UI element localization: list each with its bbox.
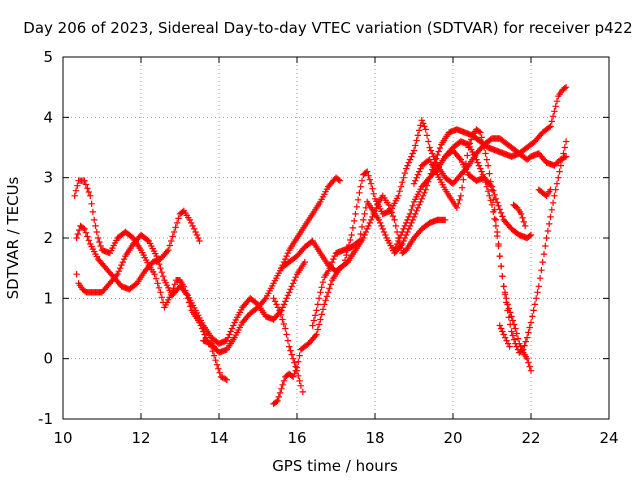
- axis-ticks: [62, 56, 610, 420]
- data-marks: [71, 84, 570, 408]
- series-sat-n: [535, 186, 554, 199]
- x-tick-label: 20: [443, 429, 462, 447]
- y-tick-label: 5: [43, 48, 53, 66]
- y-tick-label: 3: [43, 169, 53, 187]
- plus-marker-path: [73, 207, 203, 293]
- series-sat-f: [270, 192, 449, 408]
- series-sat-a: [71, 177, 230, 383]
- plus-marker-path: [496, 322, 513, 350]
- x-tick-label: 10: [53, 429, 72, 447]
- series-sat-g: [309, 84, 570, 329]
- x-tick-label: 24: [599, 429, 618, 447]
- plus-marker-path: [442, 147, 535, 242]
- x-tick-label: 14: [209, 429, 228, 447]
- x-tick-label: 18: [365, 429, 384, 447]
- y-tick-label: -1: [38, 410, 53, 428]
- series-sat-c: [73, 207, 203, 293]
- y-axis-label: SDTVAR / TECUs: [4, 176, 22, 299]
- plus-marker-path: [309, 84, 570, 329]
- plus-marker-path: [510, 201, 529, 230]
- y-tick-label: 2: [43, 229, 53, 247]
- y-tick-label: 4: [43, 108, 53, 126]
- series-sat-k: [442, 147, 535, 242]
- series-sat-l: [496, 322, 513, 350]
- plus-marker-path: [71, 177, 230, 383]
- x-tick-label: 16: [287, 429, 306, 447]
- series-sat-e: [270, 295, 306, 396]
- y-tick-label: 0: [43, 350, 53, 368]
- x-axis-label: GPS time / hours: [272, 457, 398, 475]
- chart-title: Day 206 of 2023, Sidereal Day-to-day VTE…: [23, 19, 632, 37]
- plus-marker-path: [535, 186, 554, 199]
- series-sat-m: [510, 201, 529, 230]
- plus-marker-path: [270, 295, 306, 396]
- plus-marker-path: [200, 174, 344, 356]
- plus-marker-path: [270, 192, 449, 408]
- series-sat-b: [73, 231, 308, 347]
- x-tick-label: 12: [131, 429, 150, 447]
- x-tick-label: 22: [521, 429, 540, 447]
- plus-marker-path: [73, 231, 308, 347]
- y-tick-label: 1: [43, 289, 53, 307]
- series-sat-d: [200, 174, 344, 356]
